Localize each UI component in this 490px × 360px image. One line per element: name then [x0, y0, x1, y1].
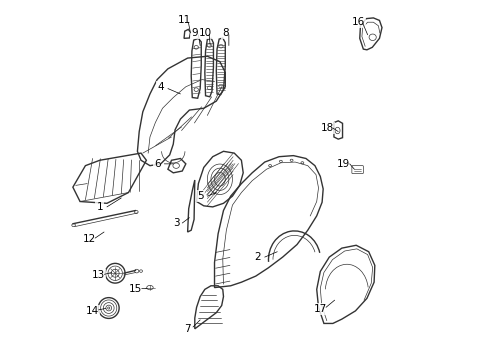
Text: 4: 4: [157, 82, 164, 92]
Text: 16: 16: [351, 17, 365, 27]
Text: 5: 5: [197, 191, 203, 201]
Text: 1: 1: [97, 202, 103, 212]
Text: 10: 10: [199, 28, 212, 38]
Text: 6: 6: [154, 159, 160, 169]
Text: 17: 17: [314, 304, 327, 314]
Text: 12: 12: [82, 234, 96, 244]
Text: 19: 19: [337, 159, 350, 169]
Text: 11: 11: [177, 15, 191, 26]
Text: 9: 9: [192, 28, 198, 38]
Text: 18: 18: [321, 123, 334, 133]
Text: 2: 2: [254, 252, 261, 262]
Text: 8: 8: [222, 28, 229, 38]
Text: 13: 13: [91, 270, 104, 280]
Text: 14: 14: [86, 306, 99, 316]
Text: 15: 15: [129, 284, 142, 294]
Text: 7: 7: [184, 324, 191, 334]
Text: 3: 3: [173, 218, 180, 228]
